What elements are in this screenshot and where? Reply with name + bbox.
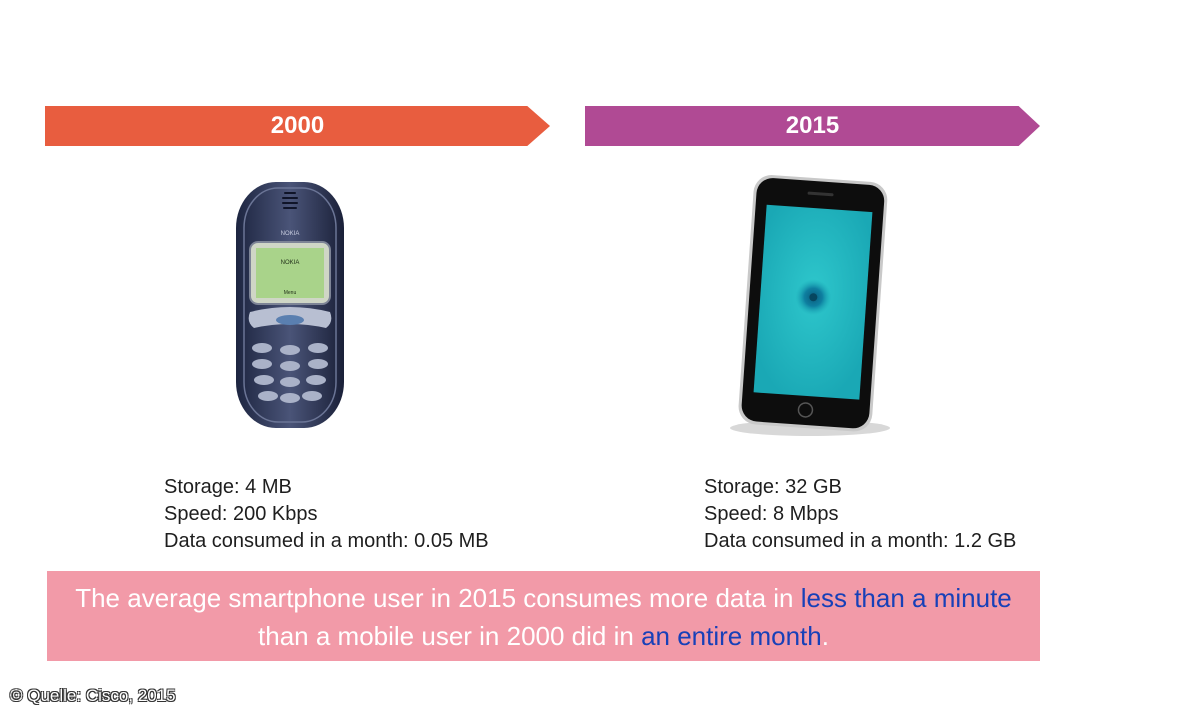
summary-text-2: than a mobile user in 2000 did in [258, 621, 642, 651]
phone-screen-text-bottom: Menu [284, 290, 297, 296]
year-label-2015: 2015 [785, 112, 840, 139]
source-credit: © Quelle: Cisco, 2015 [10, 686, 176, 705]
specs-2000: Storage: 4 MB Speed: 200 Kbps Data consu… [164, 474, 489, 555]
summary-box: The average smartphone user in 2015 cons… [47, 571, 1040, 661]
year-banner-2000: 2000 [45, 106, 550, 146]
storage-2015: Storage: 32 GB [704, 476, 842, 498]
speed-2015: Speed: 8 Mbps [704, 503, 839, 525]
data-consumed-2015: Data consumed in a month: 1.2 GB [704, 530, 1017, 552]
summary-text-3: . [821, 621, 829, 651]
year-label-2000: 2000 [270, 112, 325, 139]
specs-2015: Storage: 32 GB Speed: 8 Mbps Data consum… [704, 474, 1016, 555]
speed-2000: Speed: 200 Kbps [164, 503, 318, 525]
data-consumed-2000: Data consumed in a month: 0.05 MB [164, 530, 489, 552]
smartphone-image [730, 175, 890, 436]
summary-highlight-1: less than a minute [800, 583, 1012, 613]
summary-text-1: The average smartphone user in 2015 cons… [75, 583, 801, 613]
storage-2000: Storage: 4 MB [164, 476, 292, 498]
phone-brand-text: NOKIA [281, 231, 300, 237]
feature-phone-image: NOKIA NOKIA Menu [236, 182, 344, 428]
phone-screen-text-top: NOKIA [281, 260, 300, 266]
summary-highlight-2: an entire month [641, 621, 822, 651]
year-banner-2015: 2015 [585, 106, 1040, 146]
